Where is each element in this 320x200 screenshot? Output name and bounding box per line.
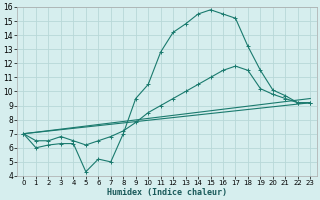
X-axis label: Humidex (Indice chaleur): Humidex (Indice chaleur) [107,188,227,197]
